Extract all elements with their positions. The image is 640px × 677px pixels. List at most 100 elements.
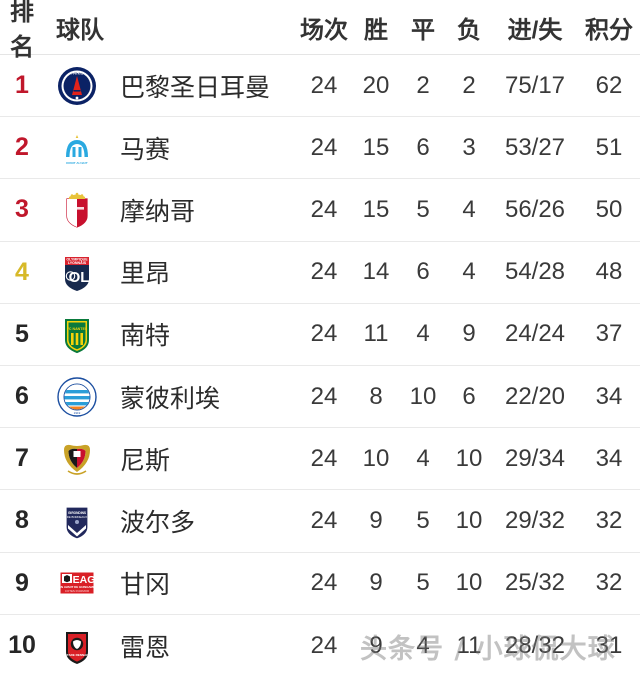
goals-value: 29/34 [504, 444, 566, 472]
table-row[interactable]: 8 GIRONDINS DE BORDEAUX 波尔多 24 9 5 10 29/32 32 [0, 490, 640, 553]
played-value: 24 [310, 258, 338, 286]
loss-value: 6 [462, 382, 476, 410]
table-row[interactable]: 2 DROIT AU BUT 马赛 24 15 6 3 53/27 51 [0, 117, 640, 180]
rank-value: 6 [15, 382, 29, 411]
goals-value: 53/27 [504, 133, 566, 161]
table-row[interactable]: 4 OLYMPIQUE LYONNAIS OL 里昂 24 14 6 4 54/28 48 [0, 242, 640, 304]
win-value: 9 [369, 569, 383, 597]
svg-text:1919: 1919 [74, 411, 81, 415]
loss-value: 4 [462, 258, 476, 286]
played-value: 24 [310, 631, 338, 659]
team-crest-cell: EAG EN AVANT DE GUINGAMP COTES D'ARMOR [44, 562, 110, 604]
nice-crest [56, 438, 98, 480]
team-name-cell[interactable]: 巴黎圣日耳曼 [110, 68, 296, 104]
table-body: 1 PARIS 巴黎圣日耳曼 24 20 2 2 75/17 62 2 DROIT AU BU… [0, 55, 640, 677]
rank-value: 7 [15, 444, 29, 473]
draw-value: 10 [409, 382, 437, 410]
rank-cell: 6 [0, 384, 44, 409]
guingamp-crest: EAG EN AVANT DE GUINGAMP COTES D'ARMOR [56, 562, 98, 604]
win-value: 9 [369, 631, 383, 659]
svg-text:FC NANTES: FC NANTES [67, 327, 88, 331]
rank-cell: 3 [0, 197, 44, 222]
team-crest-cell: FC NANTES [44, 313, 110, 355]
loss-value: 9 [462, 320, 476, 348]
team-crest-cell: DROIT AU BUT [44, 126, 110, 169]
table-row[interactable]: 9 EAG EN AVANT DE GUINGAMP COTES D'ARMOR… [0, 553, 640, 615]
goals-value: 24/24 [504, 320, 566, 348]
column-header-rank: 排名 [10, 0, 34, 61]
win-value: 9 [369, 506, 383, 534]
svg-text:STADE RENNAIS: STADE RENNAIS [65, 653, 89, 657]
table-row[interactable]: 7 尼斯 24 10 4 10 29/34 34 [0, 428, 640, 491]
team-crest-cell: GIRONDINS DE BORDEAUX [44, 500, 110, 542]
goals-value: 28/32 [504, 631, 566, 659]
team-name-cell[interactable]: 南特 [110, 316, 296, 352]
loss-value: 10 [455, 569, 483, 597]
team-name: 甘冈 [120, 571, 171, 600]
column-header-points: 积分 [585, 16, 633, 44]
points-value: 37 [595, 320, 623, 348]
rank-value: 3 [15, 195, 29, 224]
draw-value: 4 [416, 631, 430, 659]
table-header-row: 排名 球队 场次 胜 平 负 进/失 积分 [0, 0, 640, 61]
goals-value: 22/20 [504, 382, 566, 410]
column-header-draw: 平 [411, 16, 435, 44]
draw-value: 6 [416, 133, 430, 161]
team-name: 雷恩 [120, 633, 171, 662]
team-name-cell[interactable]: 里昂 [110, 254, 296, 290]
played-value: 24 [310, 569, 338, 597]
team-crest-cell [44, 438, 110, 480]
svg-text:GIRONDINS: GIRONDINS [68, 511, 86, 515]
column-header-goals: 进/失 [507, 16, 563, 44]
win-value: 8 [369, 382, 383, 410]
team-name-cell[interactable]: 雷恩 [110, 628, 296, 664]
svg-text:DROIT AU BUT: DROIT AU BUT [66, 161, 88, 165]
team-name-cell[interactable]: 蒙彼利埃 [110, 379, 296, 415]
rank-cell: 4 [0, 259, 44, 285]
loss-value: 2 [462, 71, 476, 99]
rank-value: 10 [8, 631, 36, 660]
table-row[interactable]: 5 FC NANTES 南特 24 11 4 9 24/24 37 [0, 304, 640, 366]
table-row[interactable]: 3 摩纳哥 24 15 5 4 56/26 50 [0, 179, 640, 242]
team-name-cell[interactable]: 甘冈 [110, 565, 296, 601]
rank-cell: 8 [0, 508, 44, 533]
loss-value: 10 [455, 506, 483, 534]
table-row[interactable]: 10 STADE RENNAIS 雷恩 24 9 4 11 28/32 31 [0, 615, 640, 677]
column-header-played: 场次 [300, 16, 348, 44]
draw-value: 6 [416, 258, 430, 286]
points-value: 34 [595, 444, 623, 472]
svg-text:LYONNAIS: LYONNAIS [68, 261, 87, 265]
win-value: 14 [362, 258, 390, 286]
team-name: 巴黎圣日耳曼 [120, 73, 271, 102]
points-value: 48 [595, 258, 623, 286]
played-value: 24 [310, 71, 338, 99]
win-value: 15 [362, 133, 390, 161]
team-name: 马赛 [120, 135, 171, 164]
goals-value: 75/17 [504, 71, 566, 99]
rank-value: 5 [15, 319, 29, 348]
points-value: 32 [595, 506, 623, 534]
lyon-crest: OLYMPIQUE LYONNAIS OL [56, 251, 98, 293]
team-name-cell[interactable]: 尼斯 [110, 441, 296, 477]
team-name: 波尔多 [120, 508, 196, 537]
played-value: 24 [310, 320, 338, 348]
goals-value: 25/32 [504, 569, 566, 597]
team-name: 摩纳哥 [120, 197, 196, 226]
rank-cell: 7 [0, 446, 44, 471]
draw-value: 4 [416, 444, 430, 472]
table-row[interactable]: 6 1919 蒙彼利埃 24 8 10 6 22/20 34 [0, 366, 640, 429]
win-value: 15 [362, 195, 390, 223]
team-crest-cell: OLYMPIQUE LYONNAIS OL [44, 251, 110, 293]
table-row[interactable]: 1 PARIS 巴黎圣日耳曼 24 20 2 2 75/17 62 [0, 55, 640, 118]
points-value: 31 [595, 631, 623, 659]
marseille-crest: DROIT AU BUT [56, 126, 98, 169]
draw-value: 5 [416, 195, 430, 223]
points-value: 51 [595, 133, 623, 161]
team-name-cell[interactable]: 马赛 [110, 130, 296, 166]
team-name: 南特 [120, 322, 171, 351]
team-name-cell[interactable]: 波尔多 [110, 503, 296, 539]
team-name-cell[interactable]: 摩纳哥 [110, 192, 296, 228]
draw-value: 5 [416, 506, 430, 534]
rank-value: 8 [15, 506, 29, 535]
